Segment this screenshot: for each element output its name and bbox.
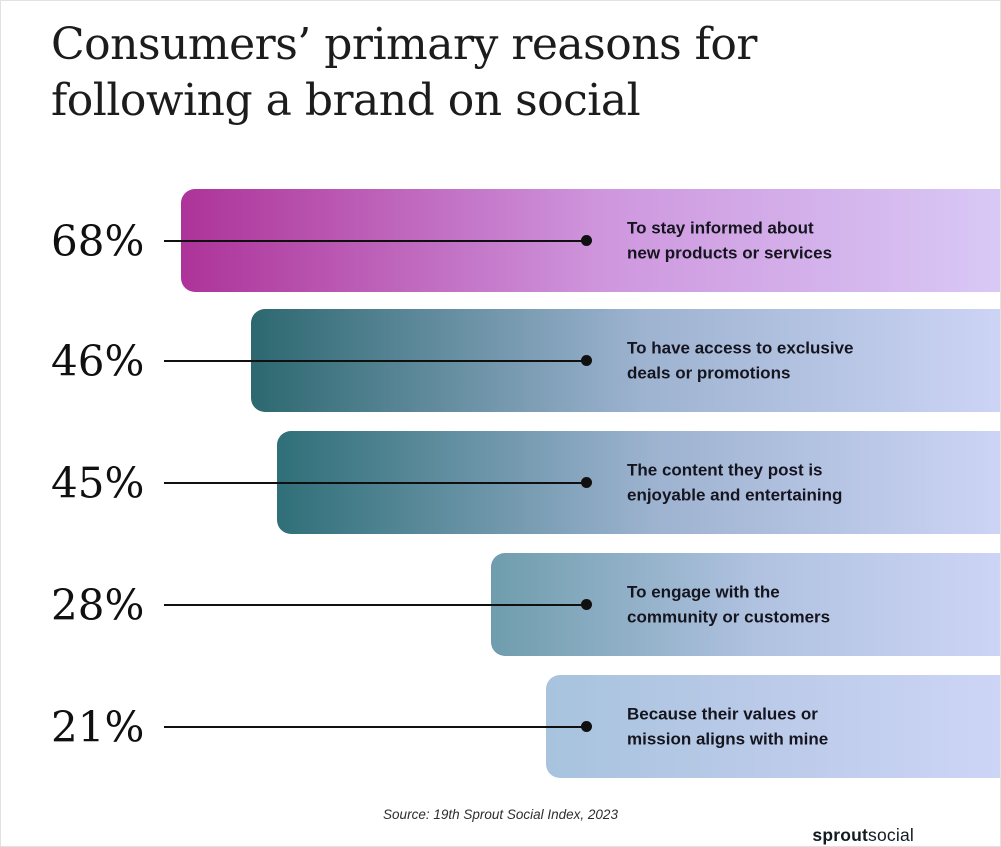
leader-line [164, 359, 587, 362]
leader-line [164, 481, 587, 484]
leader-line [164, 725, 587, 728]
percent-label: 46% [51, 336, 145, 385]
leader-dot-icon [581, 477, 592, 488]
logo-light-text: social [868, 825, 914, 845]
bar-row-1: 68% To stay informed about new products … [1, 189, 1000, 292]
bar-label: To engage with the community or customer… [627, 582, 831, 627]
bar-label: To stay informed about new products or s… [627, 218, 833, 263]
leader-dot-icon [581, 721, 592, 732]
bar-row-2: 46% To have access to exclusive deals or… [1, 309, 1000, 412]
percent-label: 45% [51, 458, 145, 507]
leader-dot-icon [581, 235, 592, 246]
leader-dot-icon [581, 355, 592, 366]
sprout-social-logo: sproutsocial [812, 825, 914, 846]
bar-label: To have access to exclusive deals or pro… [627, 338, 854, 383]
bar-21-percent [546, 675, 1000, 778]
percent-label: 21% [51, 702, 145, 751]
bar-label: The content they post is enjoyable and e… [627, 460, 843, 505]
bar-label: Because their values or mission aligns w… [627, 704, 829, 749]
source-note: Source: 19th Sprout Social Index, 2023 [383, 807, 618, 822]
leader-line [164, 239, 587, 242]
percent-label: 68% [51, 216, 145, 265]
bar-row-5: 21% Because their values or mission alig… [1, 675, 1000, 778]
leader-line [164, 603, 587, 606]
bar-row-3: 45% The content they post is enjoyable a… [1, 431, 1000, 534]
leader-dot-icon [581, 599, 592, 610]
bar-row-4: 28% To engage with the community or cust… [1, 553, 1000, 656]
chart-title: Consumers’ primary reasons for following… [51, 19, 757, 127]
percent-label: 28% [51, 580, 145, 629]
logo-bold-text: sprout [812, 825, 869, 845]
